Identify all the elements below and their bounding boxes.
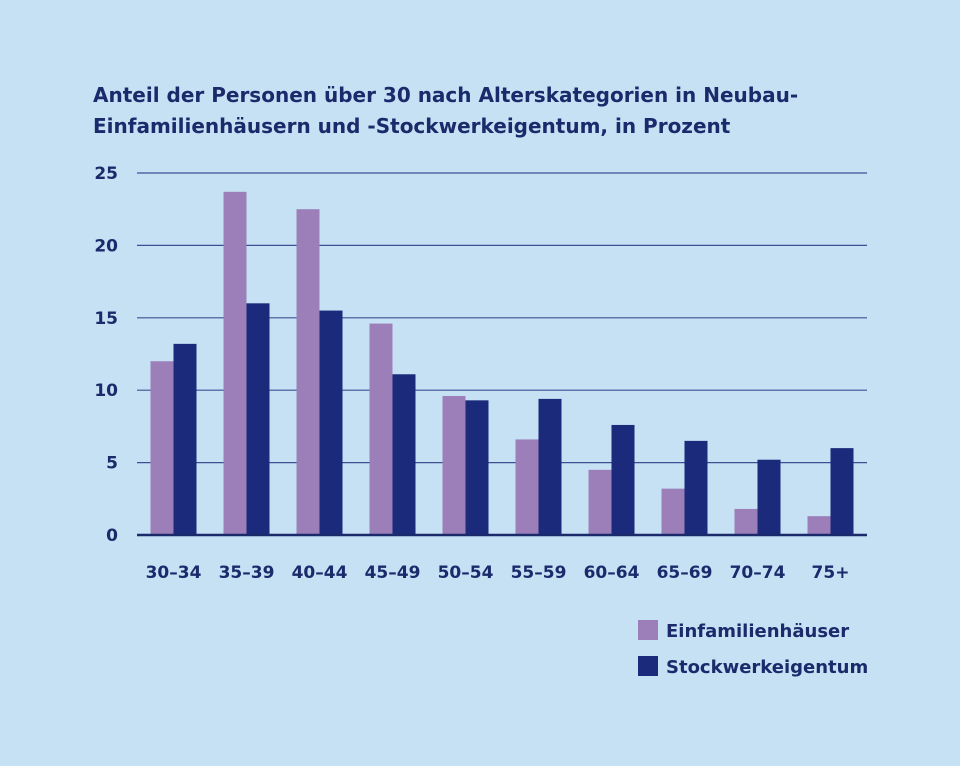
x-tick-label: 50–54 [438,563,494,583]
x-tick-label: 75+ [812,563,850,583]
y-axis-ticks: 0 5 10 15 20 25 [94,164,118,546]
y-tick-label: 10 [94,381,118,401]
y-tick-label: 25 [94,164,118,184]
legend-swatch-stockwerkeigentum [638,656,658,676]
y-tick-label: 15 [94,309,118,329]
bar-einfamilienhäuser-70-74 [734,508,758,535]
bar-stockwerkeigentum-40-44 [319,310,343,535]
bar-stockwerkeigentum-70-74 [757,459,781,535]
y-tick-label: 0 [106,526,118,546]
bar-stockwerkeigentum-65-69 [684,440,708,535]
bar-stockwerkeigentum-45-49 [392,374,416,535]
legend-swatch-einfamilienhäuser [638,620,658,640]
bar-stockwerkeigentum-75 [830,448,854,535]
bar-einfamilienhäuser-55-59 [515,439,539,535]
legend: Einfamilienhäuser Stockwerkeigentum [638,620,868,678]
x-tick-label: 65–69 [657,563,713,583]
y-tick-label: 20 [94,236,118,256]
x-tick-label: 30–34 [146,563,202,583]
x-tick-label: 40–44 [292,563,348,583]
bar-einfamilienhäuser-50-54 [442,395,466,535]
bar-einfamilienhäuser-40-44 [296,209,320,535]
y-tick-label: 5 [106,454,118,474]
bar-einfamilienhäuser-35-39 [223,191,247,535]
legend-label-einfamilienhäuser: Einfamilienhäuser [666,621,849,642]
legend-label-stockwerkeigentum: Stockwerkeigentum [666,657,868,678]
bar-stockwerkeigentum-50-54 [465,400,489,535]
x-tick-label: 55–59 [511,563,567,583]
bar-einfamilienhäuser-65-69 [661,488,685,535]
bar-stockwerkeigentum-30-34 [173,343,197,535]
x-axis-ticks: 30–34 35–39 40–44 45–49 50–54 55–59 60–64 65–69… [146,563,850,583]
x-tick-label: 45–49 [365,563,421,583]
bar-stockwerkeigentum-60-64 [611,424,635,535]
bar-einfamilienhäuser-75 [807,516,831,535]
bar-stockwerkeigentum-35-39 [246,303,270,535]
x-tick-label: 70–74 [730,563,786,583]
chart-title: Anteil der Personen über 30 nach Altersk… [93,83,799,138]
bar-einfamilienhäuser-30-34 [150,361,174,535]
bar-einfamilienhäuser-60-64 [588,469,612,535]
x-tick-label: 60–64 [584,563,640,583]
x-tick-label: 35–39 [219,563,275,583]
bar-einfamilienhäuser-45-49 [369,323,393,535]
bars [150,191,854,535]
bar-stockwerkeigentum-55-59 [538,398,562,535]
